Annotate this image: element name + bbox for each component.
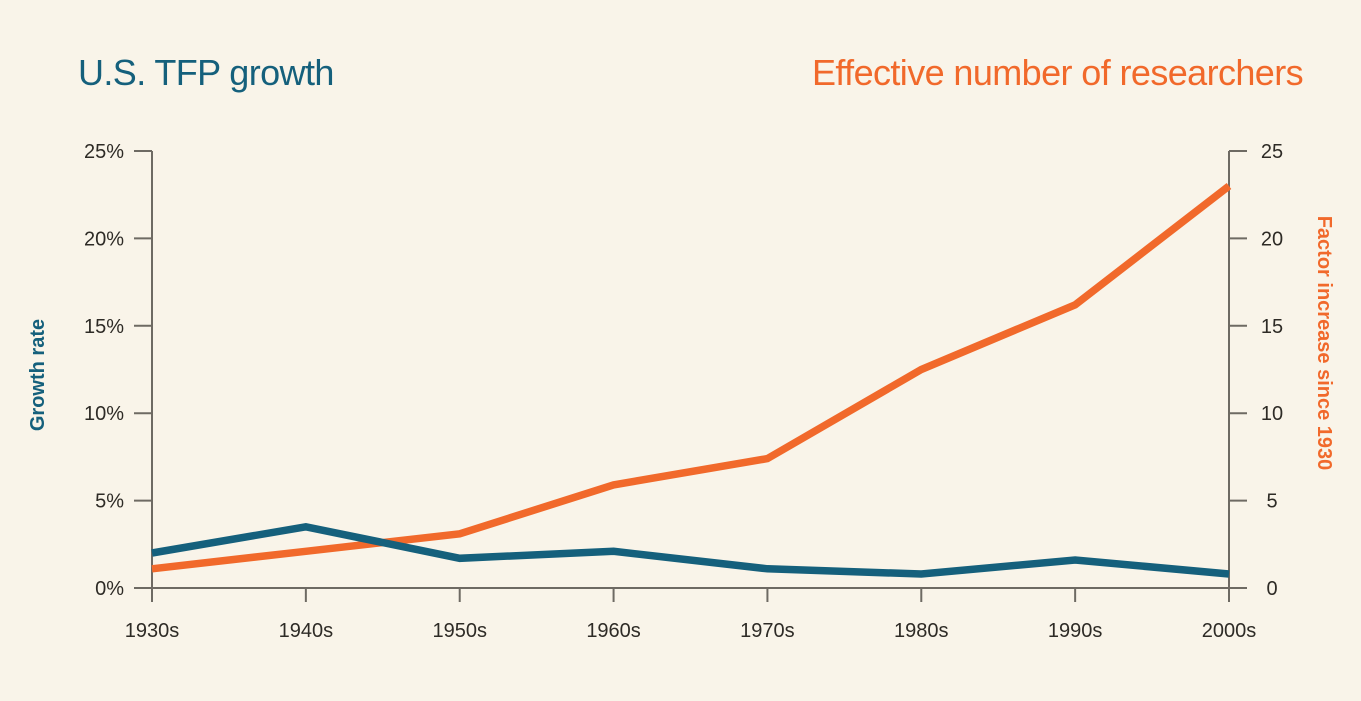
effective-researchers-line xyxy=(151,183,1232,573)
x-tick-label: 1940s xyxy=(279,620,334,642)
right-axis-title: Factor increase since 1930 xyxy=(1313,216,1335,471)
left-series-title: U.S. TFP growth xyxy=(78,52,334,93)
left-y-tick-label: 15% xyxy=(84,316,124,338)
right-y-tick-label: 15 xyxy=(1261,316,1283,338)
x-tick-label: 2000s xyxy=(1202,620,1257,642)
left-y-tick-label: 25% xyxy=(84,141,124,163)
x-tick-label: 1990s xyxy=(1048,620,1103,642)
left-axis-title: Growth rate xyxy=(27,319,49,431)
left-y-tick-label: 20% xyxy=(84,228,124,250)
x-tick-label: 1950s xyxy=(432,620,487,642)
right-y-tick-label: 25 xyxy=(1261,141,1283,163)
right-y-tick-label: 5 xyxy=(1266,491,1277,513)
left-y-tick-label: 5% xyxy=(95,491,124,513)
tfp-growth-line xyxy=(151,522,1230,578)
x-tick-label: 1930s xyxy=(125,620,180,642)
left-y-tick-label: 10% xyxy=(84,403,124,425)
x-tick-label: 1960s xyxy=(586,620,641,642)
x-tick-label: 1970s xyxy=(740,620,795,642)
right-y-tick-label: 10 xyxy=(1261,403,1283,425)
right-y-tick-label: 0 xyxy=(1266,578,1277,600)
right-series-title: Effective number of researchers xyxy=(812,52,1304,93)
right-y-tick-label: 20 xyxy=(1261,228,1283,250)
x-tick-label: 1980s xyxy=(894,620,949,642)
left-y-tick-label: 0% xyxy=(95,578,124,600)
